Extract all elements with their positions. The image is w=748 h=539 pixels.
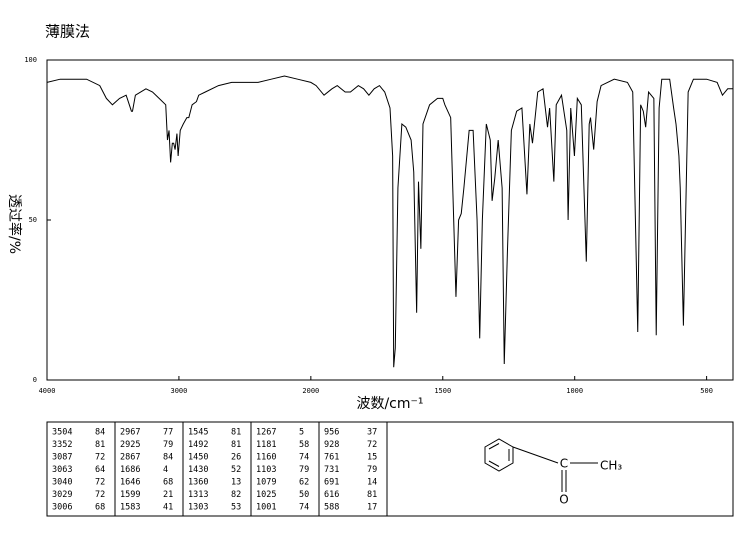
peak-wavenumber: 1686	[120, 465, 140, 475]
peak-transmittance: 82	[231, 490, 241, 500]
y-tick-label: 100	[24, 56, 37, 64]
peak-wavenumber: 1181	[256, 440, 276, 450]
atom-label: C	[560, 457, 568, 471]
peak-wavenumber: 1160	[256, 453, 276, 463]
peak-transmittance: 21	[163, 490, 173, 500]
table-frame	[46, 421, 734, 517]
peak-wavenumber: 616	[324, 490, 339, 500]
peak-wavenumber: 3087	[52, 453, 72, 463]
peak-wavenumber: 1450	[188, 453, 208, 463]
peak-transmittance: 72	[367, 440, 377, 450]
peak-wavenumber: 1360	[188, 478, 208, 488]
peak-transmittance: 15	[367, 453, 377, 463]
peak-transmittance: 68	[163, 478, 173, 488]
peak-wavenumber: 1583	[120, 503, 140, 513]
peak-wavenumber: 1303	[188, 503, 208, 513]
peak-wavenumber: 731	[324, 465, 339, 475]
peak-wavenumber: 956	[324, 428, 339, 438]
peak-wavenumber: 761	[324, 453, 339, 463]
structure	[484, 438, 598, 492]
peak-transmittance: 72	[95, 490, 105, 500]
peak-transmittance: 62	[299, 478, 309, 488]
peak-transmittance: 72	[95, 478, 105, 488]
peak-transmittance: 17	[367, 503, 377, 513]
peak-transmittance: 50	[299, 490, 309, 500]
peak-transmittance: 81	[231, 428, 241, 438]
peak-transmittance: 68	[95, 503, 105, 513]
x-tick-label: 3000	[170, 387, 187, 395]
y-tick-label: 0	[33, 376, 37, 384]
x-tick-label: 4000	[39, 387, 56, 395]
peak-transmittance: 58	[299, 440, 309, 450]
peak-wavenumber: 3006	[52, 503, 72, 513]
peak-wavenumber: 1599	[120, 490, 140, 500]
peak-transmittance: 72	[95, 453, 105, 463]
peak-wavenumber: 2925	[120, 440, 140, 450]
peak-wavenumber: 3040	[52, 478, 72, 488]
peak-transmittance: 79	[163, 440, 173, 450]
y-axis-label: 透过率/%	[6, 194, 23, 254]
peak-wavenumber: 1001	[256, 503, 276, 513]
peak-wavenumber: 1079	[256, 478, 276, 488]
peak-transmittance: 41	[163, 503, 173, 513]
peak-transmittance: 14	[367, 478, 377, 488]
peak-wavenumber: 1430	[188, 465, 208, 475]
chart-title: 薄膜法	[45, 23, 90, 41]
x-axis-label: 波数/cm⁻¹	[356, 396, 423, 412]
peak-wavenumber: 928	[324, 440, 339, 450]
peak-transmittance: 5	[299, 428, 304, 438]
atom-label: CH₃	[600, 459, 622, 473]
peak-transmittance: 84	[95, 428, 105, 438]
peak-transmittance: 26	[231, 453, 241, 463]
peak-wavenumber: 691	[324, 478, 339, 488]
peak-transmittance: 37	[367, 428, 377, 438]
peak-transmittance: 4	[163, 465, 168, 475]
peak-wavenumber: 3029	[52, 490, 72, 500]
peak-transmittance: 79	[367, 465, 377, 475]
y-tick-label: 50	[29, 216, 37, 224]
peak-transmittance: 13	[231, 478, 241, 488]
peak-transmittance: 81	[367, 490, 377, 500]
peak-wavenumber: 1646	[120, 478, 140, 488]
peak-transmittance: 79	[299, 465, 309, 475]
peak-wavenumber: 3063	[52, 465, 72, 475]
peak-wavenumber: 1025	[256, 490, 276, 500]
peak-transmittance: 52	[231, 465, 241, 475]
peak-transmittance: 81	[231, 440, 241, 450]
x-tick-label: 2000	[302, 387, 319, 395]
peak-transmittance: 81	[95, 440, 105, 450]
peak-transmittance: 77	[163, 428, 173, 438]
x-tick-label: 1500	[434, 387, 451, 395]
x-tick-label: 500	[700, 387, 713, 395]
atom-label: O	[559, 493, 568, 507]
peak-transmittance: 53	[231, 503, 241, 513]
peak-wavenumber: 588	[324, 503, 339, 513]
x-tick-label: 1000	[566, 387, 583, 395]
peak-wavenumber: 1267	[256, 428, 276, 438]
peak-wavenumber: 2967	[120, 428, 140, 438]
peak-transmittance: 64	[95, 465, 105, 475]
peak-wavenumber: 1492	[188, 440, 208, 450]
peak-transmittance: 84	[163, 453, 173, 463]
peak-wavenumber: 1545	[188, 428, 208, 438]
spectrum-line	[46, 75, 733, 368]
peak-wavenumber: 3504	[52, 428, 72, 438]
peak-wavenumber: 1313	[188, 490, 208, 500]
peak-wavenumber: 2867	[120, 453, 140, 463]
peak-wavenumber: 3352	[52, 440, 72, 450]
peak-wavenumber: 1103	[256, 465, 276, 475]
peak-transmittance: 74	[299, 453, 309, 463]
peak-transmittance: 74	[299, 503, 309, 513]
